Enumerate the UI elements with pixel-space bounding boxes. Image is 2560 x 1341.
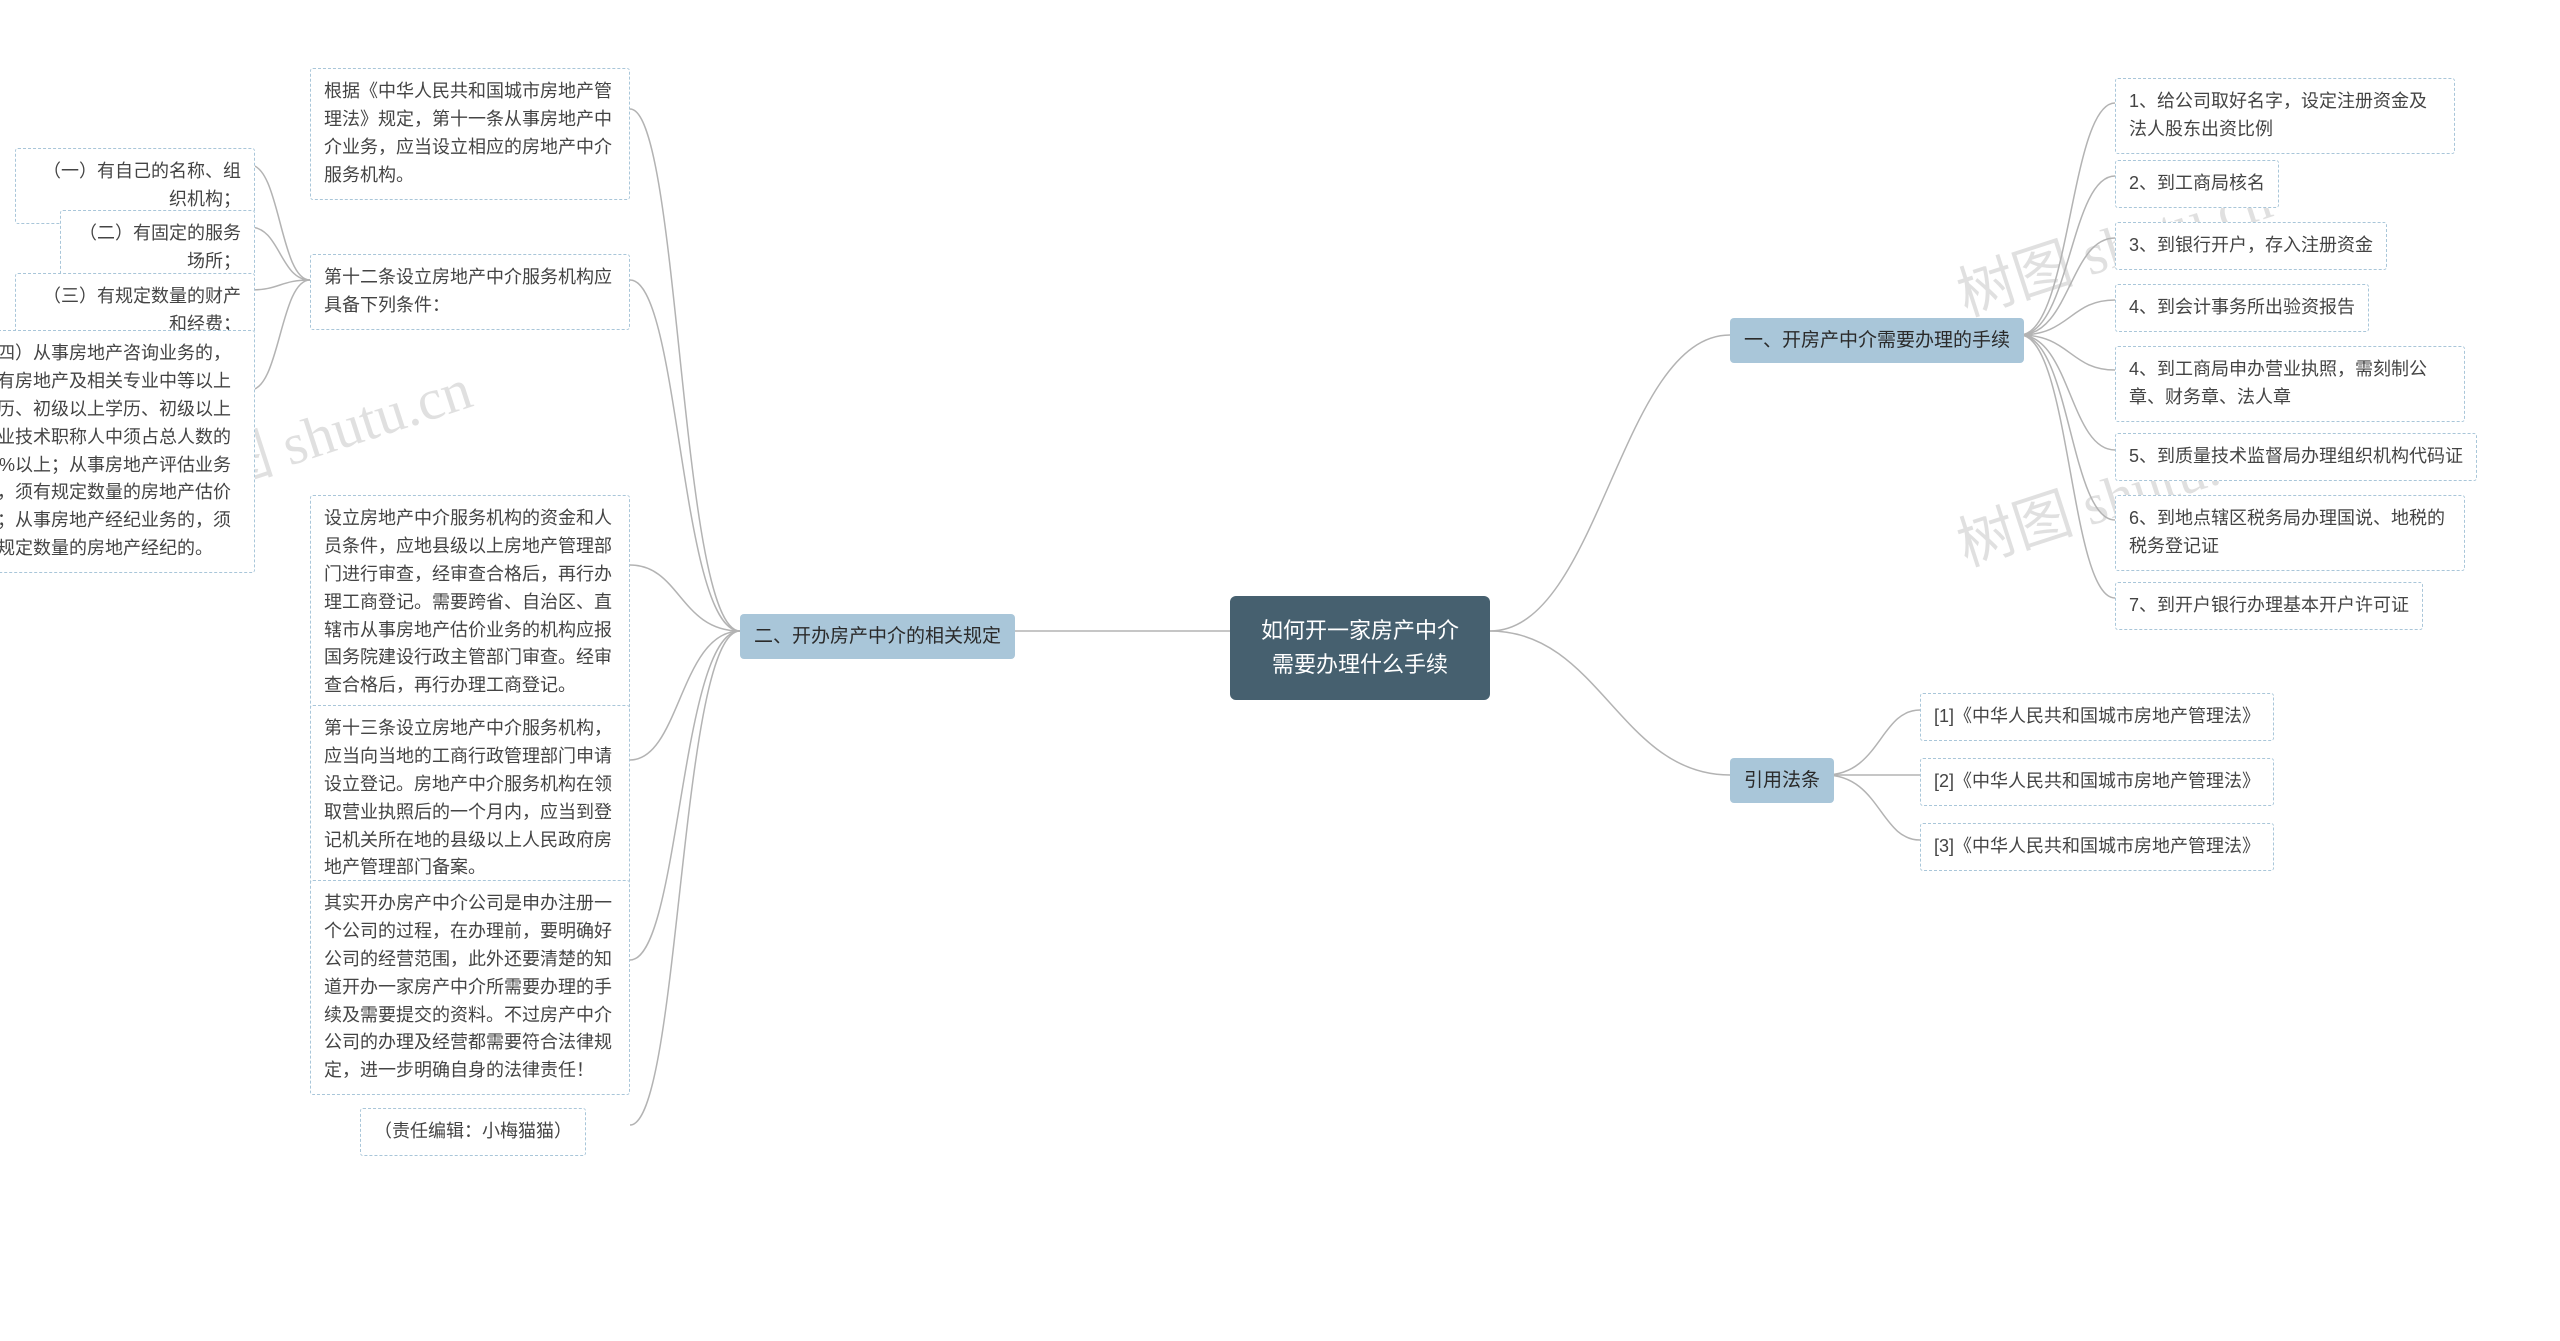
leaf-text: （一）有自己的名称、组织机构； — [43, 161, 241, 209]
leaf-text: 设立房地产中介服务机构的资金和人员条件，应地县级以上房地产管理部门进行审查，经审… — [324, 508, 612, 695]
leaf-text: 6、到地点辖区税务局办理国说、地税的税务登记证 — [2129, 508, 2445, 556]
branch-1[interactable]: 一、开房产中介需要办理的手续 — [1730, 318, 2024, 363]
branch-3[interactable]: 引用法条 — [1730, 758, 1834, 803]
leaf-b2-3[interactable]: 第十三条设立房地产中介服务机构，应当向当地的工商行政管理部门申请设立登记。房地产… — [310, 705, 630, 892]
leaf-text: 其实开办房产中介公司是申办注册一个公司的过程，在办理前，要明确好公司的经营范围，… — [324, 893, 612, 1080]
root-node[interactable]: 如何开一家房产中介需要办理什么手续 — [1230, 596, 1490, 700]
leaf-b1-5[interactable]: 5、到质量技术监督局办理组织机构代码证 — [2115, 433, 2477, 481]
leaf-b2-1[interactable]: 第十二条设立房地产中介服务机构应具备下列条件： — [310, 254, 630, 330]
leaf-b1-3[interactable]: 4、到会计事务所出验资报告 — [2115, 284, 2369, 332]
leaf-b2-5[interactable]: （责任编辑：小梅猫猫） — [360, 1108, 586, 1156]
leaf-b2-4[interactable]: 其实开办房产中介公司是申办注册一个公司的过程，在办理前，要明确好公司的经营范围，… — [310, 880, 630, 1095]
leaf-b1-0[interactable]: 1、给公司取好名字，设定注册资金及法人股东出资比例 — [2115, 78, 2455, 154]
leaf-text: [3]《中华人民共和国城市房地产管理法》 — [1934, 836, 2260, 856]
leaf-b3-2[interactable]: [3]《中华人民共和国城市房地产管理法》 — [1920, 823, 2274, 871]
leaf-text: 5、到质量技术监督局办理组织机构代码证 — [2129, 446, 2463, 466]
leaf-b1-4[interactable]: 4、到工商局申办营业执照，需刻制公章、财务章、法人章 — [2115, 346, 2465, 422]
leaf-text: 1、给公司取好名字，设定注册资金及法人股东出资比例 — [2129, 91, 2427, 139]
leaf-text: （二）有固定的服务场所； — [79, 223, 241, 271]
root-text: 如何开一家房产中介需要办理什么手续 — [1261, 618, 1459, 677]
leaf-text: [2]《中华人民共和国城市房地产管理法》 — [1934, 771, 2260, 791]
leaf-b1-6[interactable]: 6、到地点辖区税务局办理国说、地税的税务登记证 — [2115, 495, 2465, 571]
branch-3-label: 引用法条 — [1744, 770, 1820, 791]
branch-1-label: 一、开房产中介需要办理的手续 — [1744, 330, 2010, 351]
leaf-b1-1[interactable]: 2、到工商局核名 — [2115, 160, 2279, 208]
leaf-text: 7、到开户银行办理基本开户许可证 — [2129, 595, 2409, 615]
leaf-b3-1[interactable]: [2]《中华人民共和国城市房地产管理法》 — [1920, 758, 2274, 806]
leaf-text: （责任编辑：小梅猫猫） — [374, 1121, 572, 1141]
leaf-text: 4、到工商局申办营业执照，需刻制公章、财务章、法人章 — [2129, 359, 2427, 407]
leaf-b1-2[interactable]: 3、到银行开户，存入注册资金 — [2115, 222, 2387, 270]
leaf-text: [1]《中华人民共和国城市房地产管理法》 — [1934, 706, 2260, 726]
branch-2[interactable]: 二、开办房产中介的相关规定 — [740, 614, 1015, 659]
leaf-text: （四）从事房地产咨询业务的，具有房地产及相关专业中等以上学历、初级以上学历、初级… — [0, 343, 231, 558]
leaf-text: 3、到银行开户，存入注册资金 — [2129, 235, 2373, 255]
leaf-b2-0[interactable]: 根据《中华人民共和国城市房地产管理法》规定，第十一条从事房地产中介业务，应当设立… — [310, 68, 630, 200]
leaf-text: 根据《中华人民共和国城市房地产管理法》规定，第十一条从事房地产中介业务，应当设立… — [324, 81, 612, 185]
leaf-text: 第十二条设立房地产中介服务机构应具备下列条件： — [324, 267, 612, 315]
leaf-b3-0[interactable]: [1]《中华人民共和国城市房地产管理法》 — [1920, 693, 2274, 741]
leaf-text: 2、到工商局核名 — [2129, 173, 2265, 193]
leaf-text: 4、到会计事务所出验资报告 — [2129, 297, 2355, 317]
leaf-b2-sub-3[interactable]: （四）从事房地产咨询业务的，具有房地产及相关专业中等以上学历、初级以上学历、初级… — [0, 330, 255, 573]
leaf-text: 第十三条设立房地产中介服务机构，应当向当地的工商行政管理部门申请设立登记。房地产… — [324, 718, 612, 877]
branch-2-label: 二、开办房产中介的相关规定 — [754, 626, 1001, 647]
leaf-b2-2[interactable]: 设立房地产中介服务机构的资金和人员条件，应地县级以上房地产管理部门进行审查，经审… — [310, 495, 630, 710]
leaf-text: （三）有规定数量的财产和经费； — [43, 286, 241, 334]
leaf-b1-7[interactable]: 7、到开户银行办理基本开户许可证 — [2115, 582, 2423, 630]
